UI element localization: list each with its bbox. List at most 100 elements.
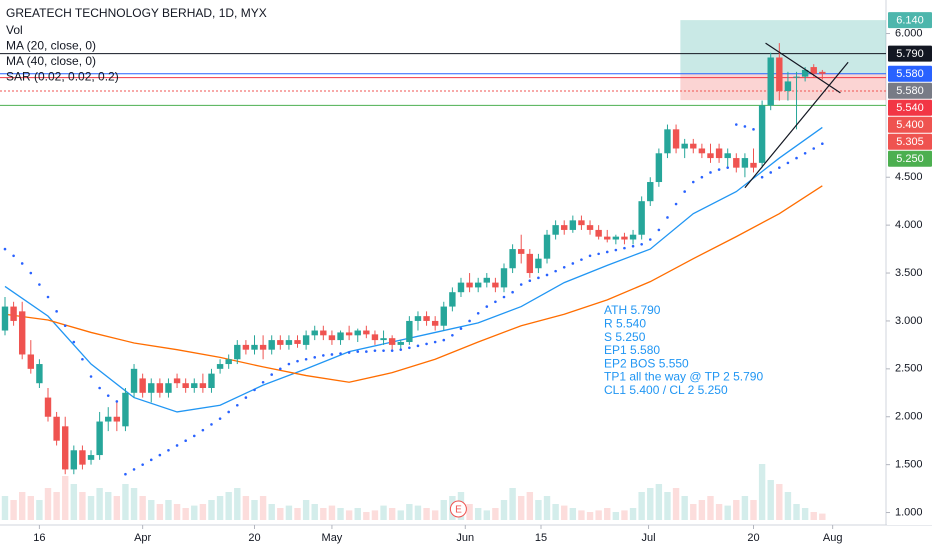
candle-body — [449, 292, 456, 307]
volume-bar — [569, 508, 577, 520]
volume-bar — [165, 500, 172, 520]
candle-body — [647, 182, 654, 202]
candle-body — [302, 335, 310, 345]
legend-entry: MA (40, close, 0) — [6, 54, 96, 68]
volume-bar — [483, 510, 490, 520]
volume-bar — [79, 492, 86, 520]
candle-body — [388, 338, 396, 345]
sar-dot — [476, 311, 480, 315]
candle-body — [698, 148, 706, 154]
volume-bar — [53, 492, 60, 520]
trend-line — [744, 61, 849, 189]
candle-body — [173, 378, 181, 384]
candle-body — [96, 421, 103, 456]
candle-body — [767, 57, 774, 106]
volume-bar — [655, 484, 663, 520]
candle-body — [561, 225, 568, 230]
candle-body — [474, 282, 482, 288]
sar-dot — [124, 472, 127, 476]
legend-entry: SAR (0.02, 0.02, 0.2) — [6, 70, 119, 84]
sar-dot — [468, 319, 471, 323]
sar-dot — [734, 123, 738, 126]
sar-dot — [296, 359, 299, 363]
event-label: E — [455, 505, 462, 516]
price-badge-label: 6.140 — [896, 15, 924, 27]
volume-bar — [466, 504, 473, 520]
trend-line — [765, 42, 841, 94]
sar-dot — [494, 300, 497, 304]
x-tick-label: Apr — [134, 532, 151, 544]
candle-body — [27, 354, 35, 369]
volume-bar — [414, 505, 422, 520]
candle-body — [586, 225, 594, 230]
volume-bar — [526, 492, 534, 520]
candle-body — [690, 143, 697, 149]
volume-bar — [225, 492, 232, 520]
sar-dot — [365, 350, 368, 353]
volume-bar — [776, 484, 783, 520]
price-badge-label: 5.305 — [896, 136, 924, 148]
y-tick-label: 1.000 — [895, 506, 923, 518]
volume-bar — [552, 504, 559, 520]
candle-body — [621, 236, 628, 240]
candle-body — [79, 450, 86, 465]
candle-body — [234, 344, 241, 360]
y-tick-label: 4.500 — [895, 171, 923, 183]
sar-dot — [683, 190, 686, 193]
volume-bar — [345, 510, 353, 520]
volume-bar — [621, 510, 628, 520]
volume-bar — [741, 496, 749, 520]
sar-dot — [760, 175, 764, 179]
sar-dot — [485, 305, 489, 308]
volume-bar — [354, 508, 361, 520]
candle-body — [431, 320, 439, 326]
sar-dot — [657, 228, 661, 232]
volume-bar — [707, 496, 714, 520]
volume-bar — [44, 488, 52, 520]
candle-body — [53, 416, 60, 441]
x-tick-label: 20 — [747, 532, 759, 544]
candle-body — [199, 383, 207, 389]
volume-bar — [70, 484, 78, 520]
volume-bar — [122, 484, 129, 520]
candle-body — [810, 67, 817, 74]
x-tick-label: May — [322, 532, 343, 544]
y-tick-label: 1.500 — [895, 459, 923, 471]
sar-dot — [244, 396, 248, 399]
sar-dot — [279, 367, 282, 371]
candle-body — [784, 81, 792, 92]
volume-bar — [139, 496, 146, 520]
annotation-line: ATH 5.790 — [604, 303, 661, 317]
sar-dot — [81, 357, 84, 361]
volume-bar — [672, 488, 680, 520]
volume-bar — [191, 505, 198, 520]
x-tick-label: Aug — [823, 532, 843, 544]
sar-dot — [786, 161, 790, 165]
sar-dot — [339, 352, 342, 355]
sar-dot — [528, 279, 532, 283]
sar-dot — [106, 394, 110, 397]
candle-body — [311, 330, 318, 336]
sar-dot — [330, 353, 334, 356]
target-zone — [680, 73, 886, 101]
candle-body — [801, 69, 809, 77]
price-badge — [888, 133, 932, 150]
sar-dot — [519, 283, 523, 286]
candle-body — [612, 236, 620, 240]
sar-dot — [12, 254, 15, 258]
volume-bar — [733, 500, 740, 520]
sar-dot — [227, 410, 230, 414]
sar-dot — [726, 166, 729, 169]
volume-bar — [440, 500, 447, 520]
candle-body — [251, 344, 258, 350]
sar-dot — [648, 238, 652, 241]
candle-body — [535, 258, 542, 269]
sar-dot — [63, 324, 67, 328]
sar-dot — [700, 175, 704, 179]
volume-bar — [380, 505, 387, 520]
candle-body — [578, 220, 585, 226]
candle-body — [354, 330, 361, 336]
sar-dot — [38, 283, 41, 286]
candle-body — [294, 340, 301, 344]
sar-dot — [46, 295, 50, 299]
